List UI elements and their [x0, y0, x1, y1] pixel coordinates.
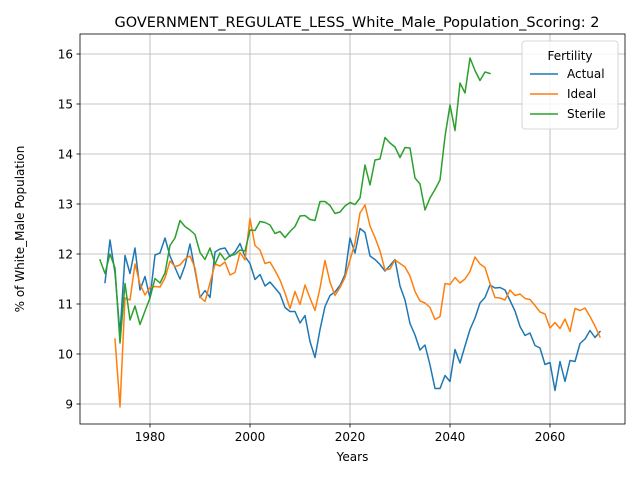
axis-ticks: 1980 2000 2020 2040 2060 9 10 11 12 13 14 15 16	[58, 47, 566, 444]
y-axis-title: % of White_Male Population	[13, 146, 27, 313]
series-line-ideal	[114, 204, 601, 408]
y-tick-label: 14	[58, 147, 73, 161]
legend-box	[521, 40, 619, 130]
legend-label-actual: Actual	[567, 67, 605, 81]
legend-label-ideal: Ideal	[567, 87, 596, 101]
y-tick-label: 12	[58, 247, 73, 261]
legend-entries: Actual Ideal Sterile	[530, 67, 606, 121]
legend-label-sterile: Sterile	[567, 107, 606, 121]
x-tick-label: 1980	[135, 430, 166, 444]
y-tick-label: 15	[58, 97, 73, 111]
y-tick-label: 9	[65, 397, 73, 411]
series-line-actual	[104, 227, 602, 392]
series-lines	[99, 57, 602, 408]
legend-title: Fertility	[547, 49, 592, 63]
y-tick-label: 13	[58, 197, 73, 211]
y-tick-label: 16	[58, 47, 73, 61]
x-tick-label: 2060	[535, 430, 566, 444]
x-tick-label: 2000	[235, 430, 266, 444]
series-line-sterile	[99, 57, 491, 344]
chart-title: GOVERNMENT_REGULATE_LESS_White_Male_Popu…	[114, 15, 599, 31]
y-tick-label: 10	[58, 347, 73, 361]
legend: Fertility Actual Ideal Sterile	[521, 40, 619, 130]
x-axis-title: Years	[336, 450, 369, 464]
x-tick-label: 2040	[435, 430, 466, 444]
x-tick-label: 2020	[335, 430, 366, 444]
y-tick-label: 11	[58, 297, 73, 311]
plot-frame	[79, 33, 626, 425]
